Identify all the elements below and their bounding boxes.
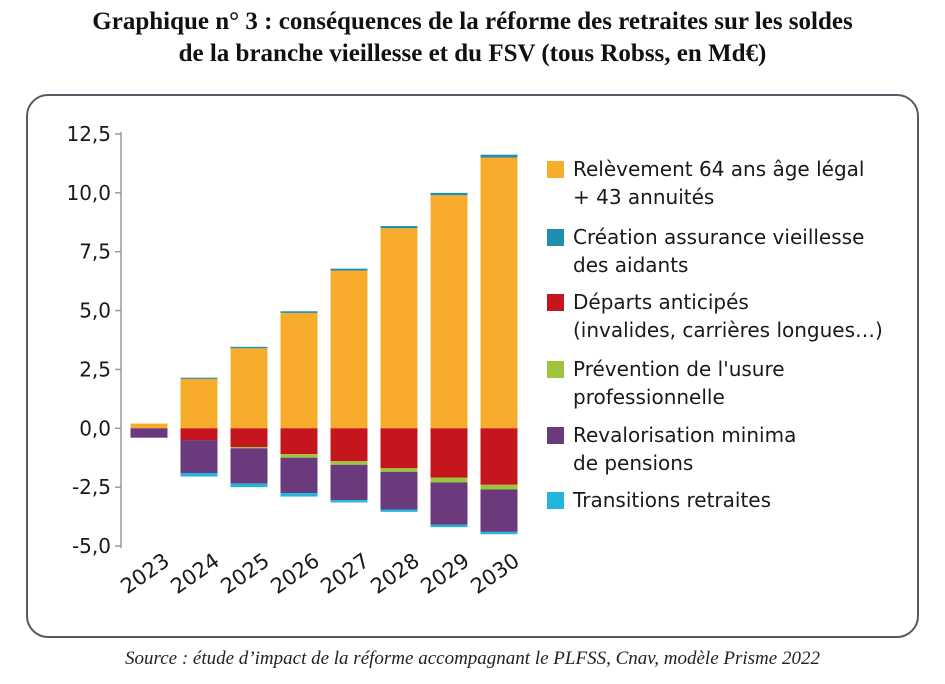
legend-label-3: (invalides, carrières longues…): [573, 318, 883, 342]
bar-segment-2028-6: [380, 509, 418, 512]
bar-segment-2026-2: [280, 311, 318, 313]
bar-segment-2030-4: [480, 484, 518, 490]
bar-segment-2026-4: [280, 454, 318, 458]
bar-segment-2027-6: [330, 500, 368, 503]
bar-segment-2028-3: [380, 428, 418, 469]
bar-segment-2024-6: [180, 473, 218, 477]
x-tick-label-2029: 2029: [416, 548, 474, 598]
bar-segment-2027-3: [330, 428, 368, 462]
bar-segment-2025-6: [230, 483, 268, 488]
y-tick-label: -5,0: [72, 534, 111, 558]
legend-swatch-2: [547, 229, 564, 246]
bar-segment-2024-1: [180, 378, 218, 429]
bar-segment-2030-1: [480, 157, 518, 429]
bar-segment-2023-1: [130, 423, 168, 429]
bar-segment-2026-5: [280, 457, 318, 494]
x-tick-label-2030: 2030: [466, 548, 524, 598]
bar-segment-2024-2: [180, 377, 218, 379]
y-tick-label: 2,5: [79, 357, 111, 381]
bar-segment-2030-6: [480, 531, 518, 535]
y-tick-label: 0,0: [79, 416, 111, 440]
bar-segment-2028-1: [380, 228, 418, 429]
bar-segment-2027-1: [330, 270, 368, 429]
x-tick-label-2026: 2026: [266, 548, 324, 598]
chart-title-line-1: Graphique n° 3 : conséquences de la réfo…: [92, 8, 853, 35]
bar-segment-2030-2: [480, 154, 518, 158]
legend-label-1: + 43 annuités: [573, 185, 714, 209]
bar-segment-2027-4: [330, 461, 368, 465]
bar-segment-2024-3: [180, 428, 218, 441]
legend-label-4: Prévention de l'usure: [573, 357, 785, 381]
bar-segment-2029-1: [430, 195, 468, 429]
stacked-bar-chart: 12,5 10,0 7,5 5,0 2,5 0,0 -2,5 -5,0202320242025…: [66, 122, 883, 599]
bar-segment-2029-4: [430, 477, 468, 483]
legend-label-5: de pensions: [573, 451, 693, 475]
bar-segment-2026-6: [280, 493, 318, 497]
legend-label-3: Départs anticipés: [573, 290, 749, 314]
chart-title: Graphique n° 3 : conséquences de la réfo…: [0, 6, 945, 70]
bar-segment-2025-1: [230, 348, 268, 429]
bar-segment-2023-5: [130, 428, 168, 438]
y-tick-label: 10,0: [66, 181, 111, 205]
bar-segment-2029-2: [430, 192, 468, 196]
bar-segment-2025-2: [230, 346, 268, 349]
x-tick-label-2027: 2027: [316, 548, 374, 598]
y-tick-label: 12,5: [66, 122, 111, 146]
bar-segment-2025-5: [230, 448, 268, 484]
bar-segment-2029-3: [430, 428, 468, 478]
y-tick-label: -2,5: [72, 475, 111, 499]
bar-segment-2030-3: [480, 428, 518, 485]
legend-swatch-6: [547, 492, 564, 509]
legend-swatch-1: [547, 161, 564, 178]
legend-swatch-3: [547, 294, 564, 311]
bar-segment-2026-3: [280, 428, 318, 455]
y-tick-label: 7,5: [79, 240, 111, 264]
source-note: Source : étude d’impact de la réforme ac…: [125, 648, 820, 669]
x-tick-label-2028: 2028: [366, 548, 424, 598]
legend-swatch-4: [547, 361, 564, 378]
bar-segment-2030-5: [480, 489, 518, 532]
bar-segment-2029-6: [430, 524, 468, 528]
legend-label-6: Transitions retraites: [572, 488, 771, 512]
legend-label-5: Revalorisation minima: [573, 423, 796, 447]
bar-segment-2028-2: [380, 226, 418, 229]
legend-label-2: Création assurance vieillesse: [573, 225, 864, 249]
x-tick-label-2023: 2023: [116, 548, 174, 598]
bar-segment-2025-4: [230, 447, 268, 449]
legend-label-1: Relèvement 64 ans âge légal: [573, 157, 864, 181]
x-tick-label-2024: 2024: [166, 548, 224, 598]
x-tick-label-2025: 2025: [216, 548, 274, 598]
bar-segment-2028-5: [380, 471, 418, 510]
bar-segment-2026-1: [280, 312, 318, 429]
legend-swatch-5: [547, 427, 564, 444]
bar-segment-2028-4: [380, 468, 418, 472]
legend-label-2: des aidants: [573, 253, 688, 277]
chart-frame: 12,5 10,0 7,5 5,0 2,5 0,0 -2,5 -5,0 2023 2024 2025…: [26, 94, 919, 638]
y-tick-label: 5,0: [79, 299, 111, 323]
bar-segment-2029-5: [430, 482, 468, 525]
chart-title-line-2: de la branche vieillesse et du FSV (tous…: [178, 40, 767, 67]
bar-segment-2024-5: [180, 440, 218, 474]
bar-segment-2025-3: [230, 428, 268, 448]
bar-segment-2027-5: [330, 464, 368, 501]
legend-label-4: professionnelle: [573, 385, 725, 409]
bar-segment-2027-2: [330, 268, 368, 271]
